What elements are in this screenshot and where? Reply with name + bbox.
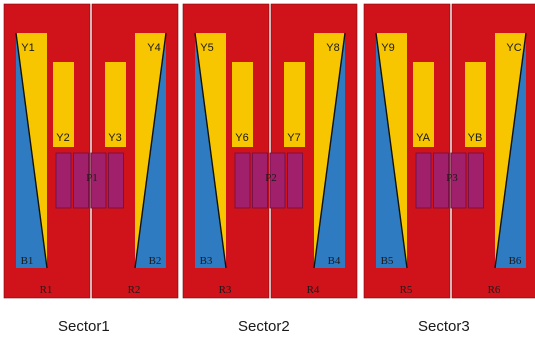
purple-block-s1-1 <box>55 152 72 209</box>
sector-caption-2: Sector2 <box>238 318 290 335</box>
yellow-bar-ya <box>413 62 434 147</box>
label-r2: R2 <box>128 284 141 296</box>
label-b4: B4 <box>328 255 341 267</box>
label-p3: P3 <box>446 172 458 184</box>
label-y2: Y2 <box>56 132 69 144</box>
split-line-b3 <box>194 32 227 269</box>
split-line-b2 <box>134 32 167 269</box>
label-ya: YA <box>416 132 431 144</box>
purple-block-s2-1 <box>234 152 251 209</box>
label-r6: R6 <box>488 284 501 296</box>
yellow-bar-yb <box>465 62 486 147</box>
label-y9: Y9 <box>381 42 394 54</box>
purple-block-s2-4 <box>287 152 303 209</box>
label-y8: Y8 <box>326 42 339 54</box>
split-line-b4 <box>313 32 346 269</box>
split-line-b5 <box>375 32 408 269</box>
label-b6: B6 <box>509 255 522 267</box>
label-r1: R1 <box>40 284 53 296</box>
yellow-bar-y3 <box>105 62 126 147</box>
label-y4: Y4 <box>147 42 160 54</box>
label-y7: Y7 <box>287 132 300 144</box>
label-r4: R4 <box>307 284 320 296</box>
yellow-bar-y2 <box>53 62 74 147</box>
label-b2: B2 <box>149 255 162 267</box>
purple-block-s2-2 <box>252 152 268 209</box>
label-p2: P2 <box>265 172 277 184</box>
label-b5: B5 <box>381 255 394 267</box>
label-r3: R3 <box>219 284 232 296</box>
purple-block-s3-1 <box>415 152 432 209</box>
label-b1: B1 <box>21 255 34 267</box>
yellow-bar-y6 <box>232 62 253 147</box>
label-p1: P1 <box>86 172 98 184</box>
sector-caption-3: Sector3 <box>418 318 470 335</box>
split-line-b6 <box>494 32 527 269</box>
yellow-bar-y7 <box>284 62 305 147</box>
label-r5: R5 <box>400 284 413 296</box>
label-y5: Y5 <box>200 42 213 54</box>
label-y3: Y3 <box>108 132 121 144</box>
purple-block-s3-3 <box>450 152 467 209</box>
label-yc: YC <box>506 42 521 54</box>
purple-block-s3-2 <box>433 152 449 209</box>
purple-block-s1-3 <box>90 152 107 209</box>
purple-block-s2-3 <box>269 152 286 209</box>
purple-block-s1-2 <box>73 152 89 209</box>
label-yb: YB <box>468 132 483 144</box>
purple-block-s3-4 <box>468 152 484 209</box>
label-b3: B3 <box>200 255 213 267</box>
label-y6: Y6 <box>235 132 248 144</box>
purple-block-s1-4 <box>108 152 124 209</box>
label-y1: Y1 <box>21 42 34 54</box>
split-line-b1 <box>15 32 48 269</box>
sector-caption-1: Sector1 <box>58 318 110 335</box>
